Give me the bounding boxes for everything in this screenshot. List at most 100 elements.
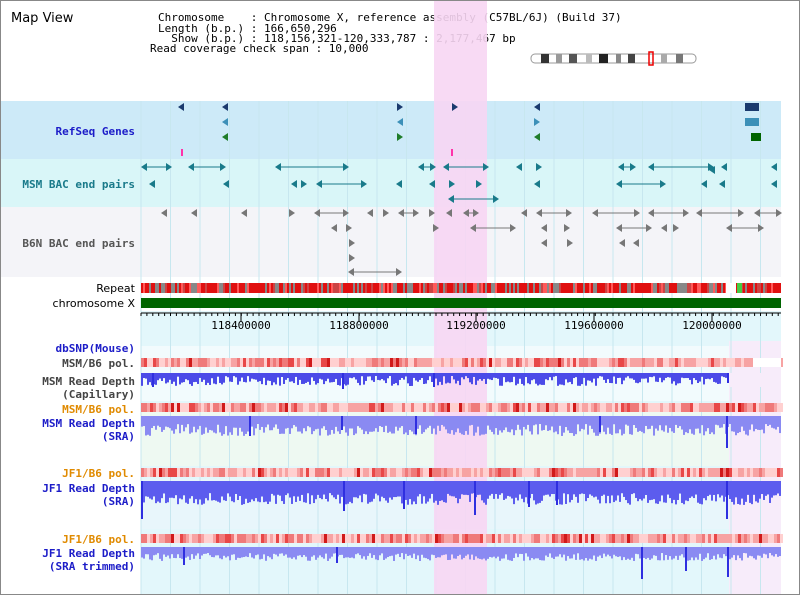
pol-cell: [417, 403, 420, 412]
depth-bar: [705, 493, 707, 501]
track-label-refseq[interactable]: RefSeq Genes: [55, 125, 135, 138]
bac-end: [648, 209, 654, 217]
pol-cell: [246, 534, 249, 543]
pol-cell: [318, 358, 321, 367]
pol-cell: [663, 358, 666, 367]
pol-cell: [282, 534, 285, 543]
pol-cell: [156, 358, 159, 367]
depth-bar: [175, 493, 177, 496]
pol-cell: [336, 358, 339, 367]
depth-bar: [451, 424, 453, 431]
track-label-jf1-depth-trimmed[interactable]: JF1 Read Depth (SRA trimmed): [42, 547, 135, 573]
depth-bar: [531, 553, 533, 559]
repeat-segment: [361, 283, 363, 293]
pol-cell: [297, 358, 300, 367]
depth-bar: [419, 424, 421, 426]
depth-bar: [631, 424, 633, 435]
depth-bar: [379, 424, 381, 427]
depth-bar: [429, 553, 431, 561]
pol-cell: [504, 358, 507, 367]
track-label-b6n-bac[interactable]: B6N BAC end pairs: [22, 237, 135, 250]
depth-bar: [289, 553, 291, 558]
depth-bar: [315, 424, 317, 430]
pol-cell: [579, 358, 582, 367]
depth-bar: [157, 493, 159, 502]
track-label-msm-b6-pol-2[interactable]: MSM/B6 pol.: [62, 403, 135, 416]
pol-cell: [609, 403, 612, 412]
depth-bar: [531, 424, 533, 435]
track-label-jf1-depth-sra[interactable]: JF1 Read Depth (SRA): [42, 482, 135, 508]
depth-bar: [495, 553, 497, 559]
depth-bar: [423, 553, 425, 558]
pol-cell: [771, 403, 774, 412]
repeat-segment: [303, 283, 305, 293]
depth-bar: [693, 376, 695, 379]
depth-bar: [561, 376, 563, 385]
depth-bar: [243, 493, 245, 505]
track-label-msm-b6-pol-1[interactable]: MSM/B6 pol.: [62, 357, 135, 370]
depth-bar: [469, 493, 471, 502]
pol-cell: [228, 358, 231, 367]
pol-cell: [735, 534, 738, 543]
track-label-jf1-b6-pol-2[interactable]: JF1/B6 pol.: [62, 533, 135, 546]
track-label-msm-depth-capillary[interactable]: MSM Read Depth (Capillary): [42, 375, 135, 401]
depth-bar: [483, 553, 485, 559]
pol-cell: [234, 358, 237, 367]
depth-bar: [323, 553, 325, 559]
pol-cell: [465, 468, 468, 477]
depth-bar: [431, 424, 433, 434]
pol-cell: [378, 534, 381, 543]
pol-cell: [729, 534, 732, 543]
repeat-segment: [771, 283, 773, 293]
track-label-jf1-b6-pol-1[interactable]: JF1/B6 pol.: [62, 467, 135, 480]
depth-bar: [255, 493, 257, 499]
depth-bar: [213, 424, 215, 433]
depth-bar: [489, 553, 491, 557]
pol-cell: [228, 534, 231, 543]
depth-bar: [215, 376, 217, 385]
depth-bar: [291, 553, 293, 559]
depth-bar: [487, 376, 489, 379]
bac-end: [536, 209, 542, 217]
repeat-segment: [231, 283, 233, 293]
depth-bar: [663, 424, 665, 432]
pol-cell: [510, 403, 513, 412]
repeat-segment: [475, 283, 477, 293]
depth-bar: [651, 553, 653, 559]
pol-cell: [645, 468, 648, 477]
depth-bar: [467, 493, 469, 496]
pol-cell: [369, 468, 372, 477]
track-label-msm-bac[interactable]: MSM BAC end pairs: [22, 178, 135, 191]
pol-cell: [507, 534, 510, 543]
pol-cell: [519, 468, 522, 477]
repeat-segment: [157, 283, 159, 293]
pol-cell: [399, 403, 402, 412]
depth-bar: [733, 553, 735, 556]
pol-cell: [720, 534, 723, 543]
repeat-segment: [569, 283, 571, 293]
depth-bar: [445, 553, 447, 555]
track-label-msm-depth-sra[interactable]: MSM Read Depth (SRA): [42, 417, 135, 443]
pol-cell: [690, 534, 693, 543]
pol-cell: [204, 468, 207, 477]
pol-cell: [390, 403, 393, 412]
depth-bar: [719, 553, 721, 558]
pol-cell: [141, 403, 144, 412]
depth-bar: [497, 424, 499, 435]
depth-bar: [537, 493, 539, 504]
pol-cell: [495, 534, 498, 543]
depth-bar: [367, 424, 369, 435]
track-label-dbsnp[interactable]: dbSNP(Mouse): [55, 342, 135, 355]
feature-arrow: [721, 163, 727, 171]
depth-bar: [751, 493, 753, 505]
depth-spike: [341, 416, 343, 430]
bac-end: [754, 209, 760, 217]
depth-bar: [711, 553, 713, 560]
depth-bar: [569, 376, 571, 382]
depth-bar: [483, 376, 485, 379]
pol-cell: [564, 534, 567, 543]
repeat-segment: [595, 283, 597, 293]
repeat-segment: [557, 283, 559, 293]
pol-cell: [492, 403, 495, 412]
